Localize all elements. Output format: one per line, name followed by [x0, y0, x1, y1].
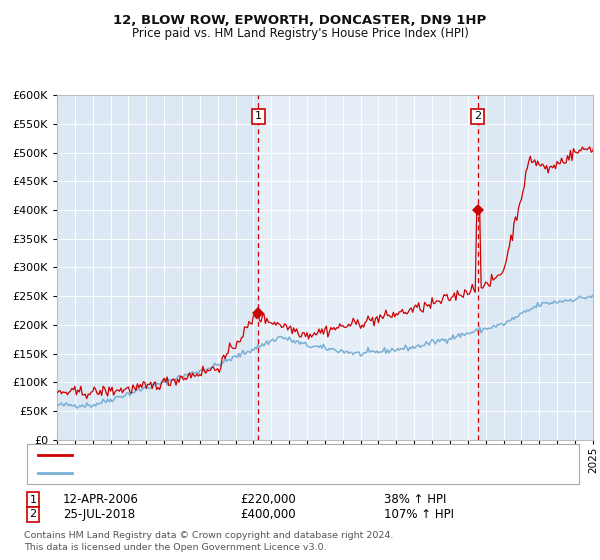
Bar	[258, 95, 478, 440]
Text: This data is licensed under the Open Government Licence v3.0.: This data is licensed under the Open Gov…	[24, 543, 326, 552]
Text: 12, BLOW ROW, EPWORTH, DONCASTER, DN9 1HP (detached house): 12, BLOW ROW, EPWORTH, DONCASTER, DN9 1H…	[78, 450, 436, 460]
Text: 107% ↑ HPI: 107% ↑ HPI	[384, 507, 454, 521]
Text: 12-APR-2006: 12-APR-2006	[63, 493, 139, 506]
Text: 12, BLOW ROW, EPWORTH, DONCASTER, DN9 1HP: 12, BLOW ROW, EPWORTH, DONCASTER, DN9 1H…	[113, 14, 487, 27]
Text: Contains HM Land Registry data © Crown copyright and database right 2024.: Contains HM Land Registry data © Crown c…	[24, 531, 394, 540]
Text: £220,000: £220,000	[240, 493, 296, 506]
Text: 1: 1	[29, 494, 37, 505]
Text: 2: 2	[29, 509, 37, 519]
Text: £400,000: £400,000	[240, 507, 296, 521]
Text: 2: 2	[474, 111, 481, 122]
Text: 25-JUL-2018: 25-JUL-2018	[63, 507, 135, 521]
Text: Price paid vs. HM Land Registry's House Price Index (HPI): Price paid vs. HM Land Registry's House …	[131, 27, 469, 40]
Text: 1: 1	[255, 111, 262, 122]
Text: 38% ↑ HPI: 38% ↑ HPI	[384, 493, 446, 506]
Text: HPI: Average price, detached house, North Lincolnshire: HPI: Average price, detached house, Nort…	[78, 468, 366, 478]
